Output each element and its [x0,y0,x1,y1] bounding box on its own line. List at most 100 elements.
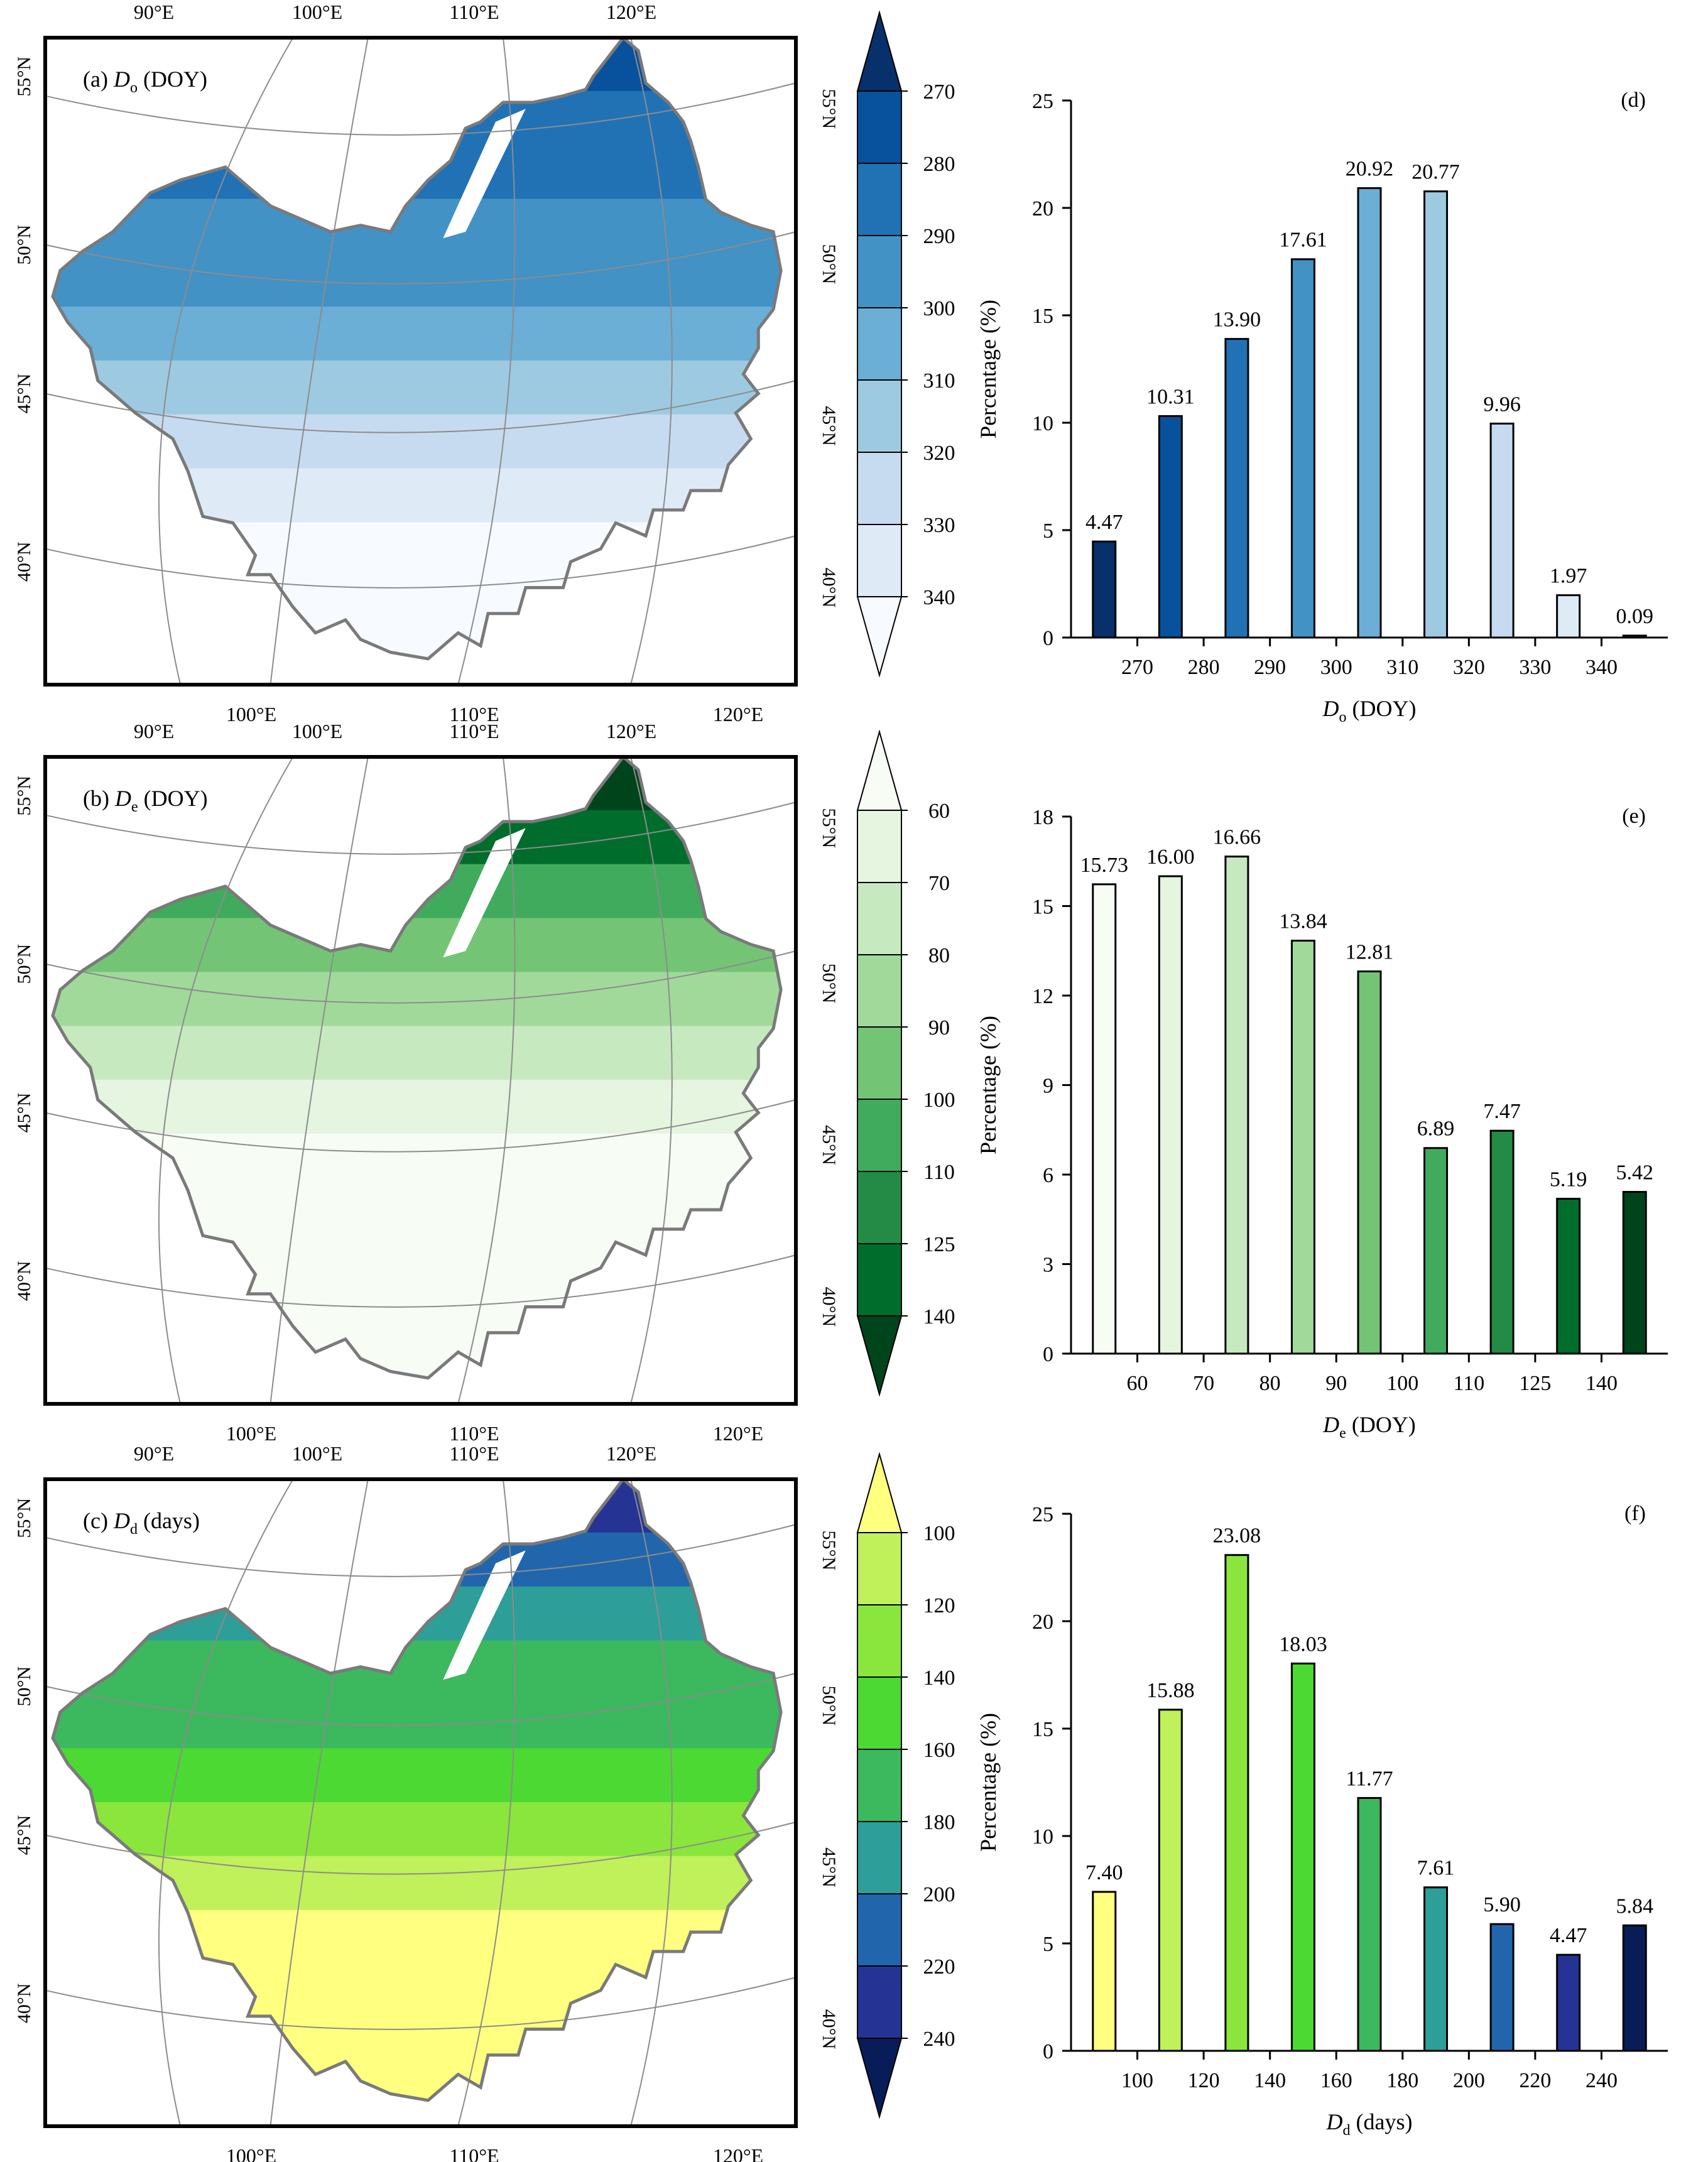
map-panel-label-id: (b) [83,786,115,811]
colorbar-segment [857,163,902,236]
left-lat-label: 50°N [14,1666,35,1707]
colorbar-segment [857,1099,902,1172]
x-tick-label: 140 [1254,2069,1286,2092]
parallel-line [45,1524,797,1577]
colorbar-segment [857,1749,902,1822]
x-tick-label: 310 [1386,656,1418,679]
region-outline [51,1477,783,2102]
map-colour-band [53,1909,781,1965]
colorbar-label: 125 [923,1233,955,1256]
map-colour-band [53,864,781,920]
colorbar-segment [857,452,902,525]
colorbar-segment [857,379,902,453]
colorbar-label: 60 [928,800,950,823]
x-tick-label: 120 [1188,2069,1220,2092]
bar [1489,1923,1515,2052]
bar-value-label: 13.90 [1213,308,1261,332]
graticule [45,756,797,1404]
colorbar-label: 140 [923,1305,955,1328]
meridian-line [457,756,516,1404]
colorbar-segment [857,1026,902,1100]
y-tick-label: 10 [1032,1825,1053,1849]
map-colour-band [53,918,781,974]
bar [1224,338,1249,639]
y-tick-label: 9 [1043,1075,1053,1098]
x-tick-label: 160 [1320,2069,1352,2092]
right-lat-label: 40°N [819,1287,839,1327]
map-variable-sub: d [130,1521,138,1538]
colorbar-top-arrow [856,1452,903,1533]
parallel-line [45,535,797,589]
colorbar-segment [857,1243,902,1317]
left-lat-label: 55°N [14,57,35,97]
colorbar-label: 270 [923,80,955,104]
lake-shape [443,1550,526,1680]
bar [1092,883,1117,1355]
x-axis-label-unit: (DOY) [1346,1412,1416,1437]
y-tick-label: 20 [1032,197,1053,220]
colorbar-label: 110 [923,1161,955,1184]
parallel-line [45,1977,797,2030]
x-tick-label: 125 [1519,1372,1551,1395]
bar [1423,190,1449,639]
map-variable-unit: (DOY) [138,786,208,811]
bar [1357,187,1382,639]
map-colour-band [53,1855,781,1911]
map-colour-band [53,1133,781,1189]
x-tick-label: 70 [1193,1372,1214,1395]
bar [1556,1197,1581,1355]
lake-shape [443,828,526,958]
bottom-lon-label: 120°E [713,1422,763,1445]
colorbar-segment [857,1532,902,1605]
y-axis-label: Percentage (%) [976,1713,1001,1852]
colorbar-label: 100 [923,1522,955,1545]
bar [1224,856,1249,1355]
meridian-line [630,1479,673,2127]
bar [1290,258,1315,639]
bar-value-label: 20.77 [1412,161,1460,184]
x-tick-label: 330 [1519,656,1551,679]
bar-value-label: 5.42 [1616,1161,1653,1185]
y-tick-label: 5 [1043,519,1053,543]
map-variable-letter: D [113,67,130,92]
right-lat-label: 50°N [819,1686,839,1726]
colorbar: 100 120 140 160 180 200 220 240 [856,1452,955,2119]
colorbar-segment [857,1821,902,1894]
bar [1556,1953,1581,2052]
bar [1092,1891,1117,2052]
bar-value-label: 1.97 [1550,565,1587,588]
x-axis-label: Dd (days) [1326,2109,1413,2139]
x-axis-label: Do (DOY) [1322,696,1417,725]
map-colour-band [53,1080,781,1135]
colorbar-label: 320 [923,442,955,465]
map-colour-band [53,361,781,416]
meridian-line [630,37,673,685]
map-colour-band [53,1295,781,1351]
bar-value-label: 20.92 [1346,158,1394,181]
map-colour-band [53,810,781,866]
map-colour-band [53,1640,781,1696]
colorbar: 60 70 80 90 100 110 125 140 [856,729,955,1397]
x-tick-label: 290 [1254,656,1286,679]
map-panel-label-id: (a) [83,67,114,92]
top-lon-label: 110°E [449,720,499,742]
parallel-line [45,1254,797,1308]
bar-chart-d: 0 5 10 15 20 25 270 280 290 300 310 320 330 340 4.47 10… [976,89,1668,725]
bar-value-label: 15.73 [1080,854,1129,877]
bar-chart-e: 0 3 6 9 12 15 18 60 70 80 90 100 110 125 140 15.73 16.00… [976,805,1668,1442]
x-axis-label-sub: o [1339,709,1347,725]
colorbar-segment [857,1676,902,1750]
x-tick-label: 180 [1386,2069,1418,2092]
parallel-line [45,1099,797,1153]
map-frame [43,36,798,687]
colorbar-label: 340 [923,586,955,609]
bar-value-label: 5.84 [1616,1894,1653,1918]
bottom-lon-label: 110°E [449,703,499,725]
parallel-line [45,1673,797,1726]
y-tick-label: 18 [1032,806,1053,829]
bar [1357,1796,1382,2052]
colorbar-bottom-arrow [856,1315,903,1397]
bar-value-label: 7.40 [1085,1861,1123,1884]
x-tick-label: 240 [1586,2069,1618,2092]
